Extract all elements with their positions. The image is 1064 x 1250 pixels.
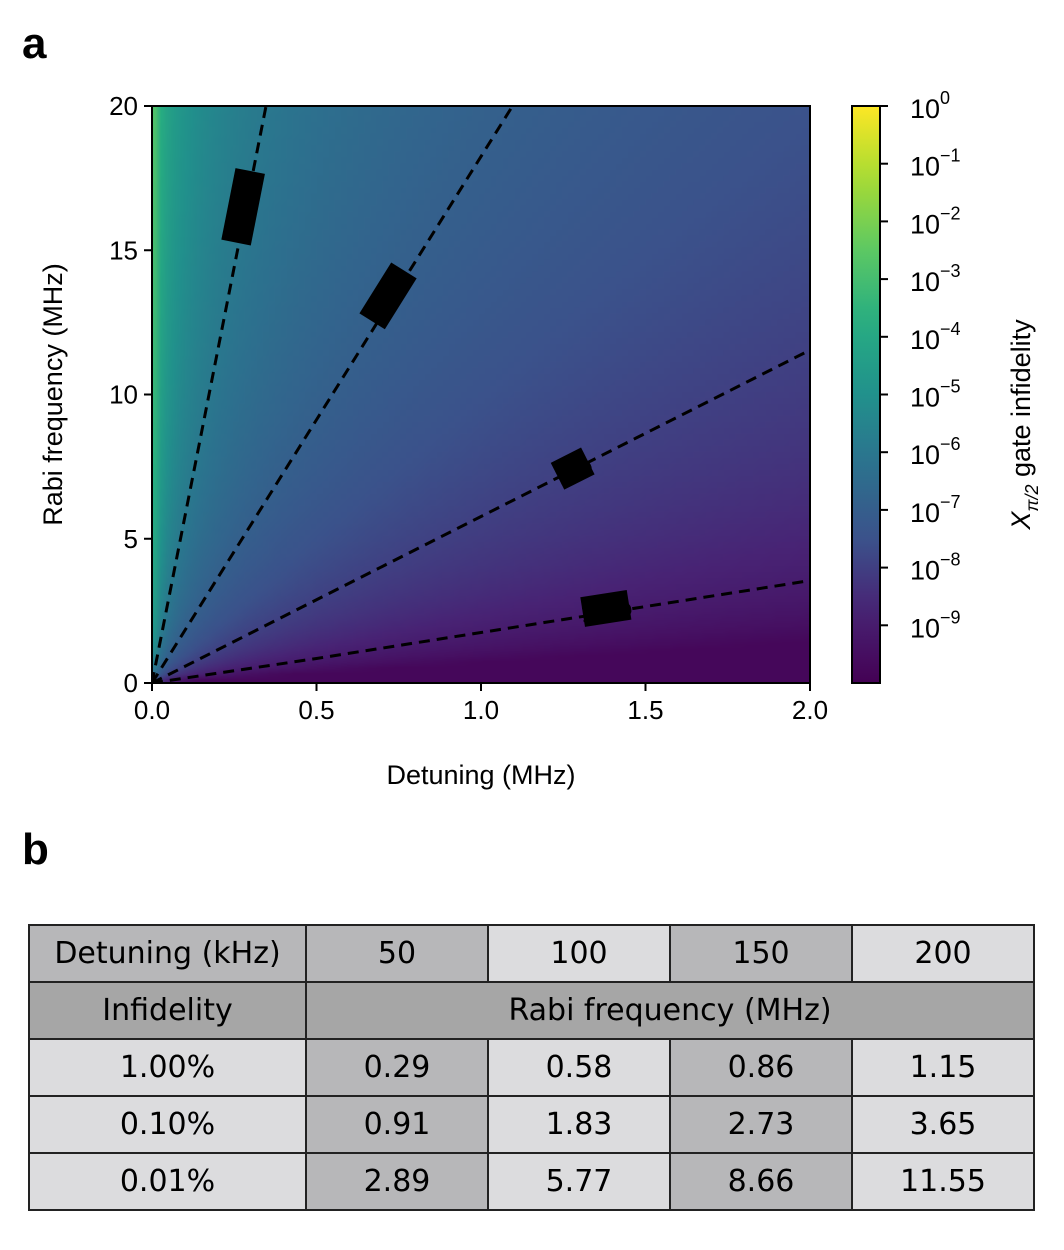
rabi-cell: 8.66: [669, 1152, 853, 1211]
infidelity-header: Infidelity: [28, 981, 307, 1040]
contour-label-bg: [550, 447, 595, 490]
rabi-cell: 1.15: [851, 1038, 1035, 1097]
colorbar-tick-exponent: −4: [940, 319, 961, 339]
colorbar-label: Xπ/2 gate infidelity: [1006, 319, 1042, 531]
x-tick-label: 1.0: [463, 695, 499, 725]
table-row: 0.10% 0.91 1.83 2.73 3.65: [28, 1095, 1035, 1154]
contour-line-10%: [152, 579, 810, 683]
infidelity-cell: 0.10%: [28, 1095, 307, 1154]
colorbar-tick-label: 10−3: [910, 261, 961, 297]
y-axis-label: Rabi frequency (MHz): [38, 263, 68, 526]
detuning-cell: 200: [851, 924, 1035, 983]
colorbar-tick-exponent: −8: [940, 550, 961, 570]
rabi-cell: 0.58: [487, 1038, 671, 1097]
colorbar-tick-exponent: 0: [940, 88, 950, 108]
colorbar-tick-label: 10−4: [910, 319, 961, 355]
detuning-cell: 150: [669, 924, 853, 983]
colorbar-tick-label: 10−7: [910, 492, 961, 528]
heatmap-figure: 0.01%0.1%1%10%0.0 0.5 1.0 1.5 2.005101520Det…: [38, 88, 1042, 790]
colorbar-tick-exponent: −2: [940, 203, 961, 223]
colorbar-tick-exponent: −7: [940, 492, 961, 512]
colorbar-tick-label: 10−6: [910, 434, 961, 470]
infidelity-table: Detuning (kHz) 50 100 150 200 Infidelity…: [28, 924, 1035, 1211]
table-row-detuning: Detuning (kHz) 50 100 150 200: [28, 924, 1035, 983]
rabi-cell: 0.86: [669, 1038, 853, 1097]
contour-line-0.1%: [152, 106, 514, 683]
contour-line-1%: [152, 348, 810, 683]
y-tick-label: 5: [124, 524, 138, 554]
table-row: 0.01% 2.89 5.77 8.66 11.55: [28, 1152, 1035, 1211]
colorbar-label-symbol: X: [1006, 511, 1036, 531]
rabi-cell: 2.89: [305, 1152, 489, 1211]
colorbar: [851, 105, 881, 684]
x-tick-label: 2.0: [792, 695, 828, 725]
colorbar-tick-exponent: −6: [940, 434, 961, 454]
rabi-header: Rabi frequency (MHz): [305, 981, 1035, 1040]
rabi-cell: 2.73: [669, 1095, 853, 1154]
y-tick-label: 20: [109, 91, 138, 121]
colorbar-tick-exponent: −5: [940, 377, 961, 397]
rabi-cell: 0.29: [305, 1038, 489, 1097]
colorbar-tick-label: 10−9: [910, 607, 961, 643]
x-axis-label: Detuning (MHz): [386, 760, 575, 790]
y-tick-label: 10: [109, 380, 138, 410]
rabi-cell: 5.77: [487, 1152, 671, 1211]
colorbar-tick-exponent: −1: [940, 146, 961, 166]
detuning-cell: 100: [487, 924, 671, 983]
infidelity-cell: 1.00%: [28, 1038, 307, 1097]
contour-label-bg: [221, 168, 265, 246]
heatmap-image: [152, 106, 810, 683]
colorbar-tick-label: 10−8: [910, 550, 961, 586]
colorbar-label-subscript: π/2: [1022, 485, 1042, 512]
colorbar-tick-label: 10−5: [910, 377, 961, 413]
infidelity-cell: 0.01%: [28, 1152, 307, 1211]
rabi-cell: 11.55: [851, 1152, 1035, 1211]
table-row: 1.00% 0.29 0.58 0.86 1.15: [28, 1038, 1035, 1097]
panel-label-b: b: [22, 825, 49, 874]
colorbar-tick-exponent: −3: [940, 261, 961, 281]
rabi-cell: 0.91: [305, 1095, 489, 1154]
x-tick-label: 0.0: [134, 695, 170, 725]
contour-label-bg: [359, 262, 417, 330]
table-row-header: Infidelity Rabi frequency (MHz): [28, 981, 1035, 1040]
colorbar-tick-exponent: −9: [940, 607, 961, 627]
colorbar-tick-label: 10−2: [910, 203, 961, 239]
x-tick-label: 0.5: [298, 695, 334, 725]
x-tick-label: 1.5: [627, 695, 663, 725]
contour-label-bg: [580, 589, 632, 627]
colorbar-tick-label: 10−1: [910, 146, 961, 182]
y-tick-label: 15: [109, 235, 138, 265]
panel-label-a: a: [22, 19, 47, 68]
detuning-header: Detuning (kHz): [28, 924, 307, 983]
rabi-cell: 1.83: [487, 1095, 671, 1154]
detuning-cell: 50: [305, 924, 489, 983]
rabi-cell: 3.65: [851, 1095, 1035, 1154]
y-tick-label: 0: [124, 668, 138, 698]
colorbar-tick-label: 100: [910, 88, 950, 124]
colorbar-label-text: gate infidelity: [1006, 319, 1036, 485]
